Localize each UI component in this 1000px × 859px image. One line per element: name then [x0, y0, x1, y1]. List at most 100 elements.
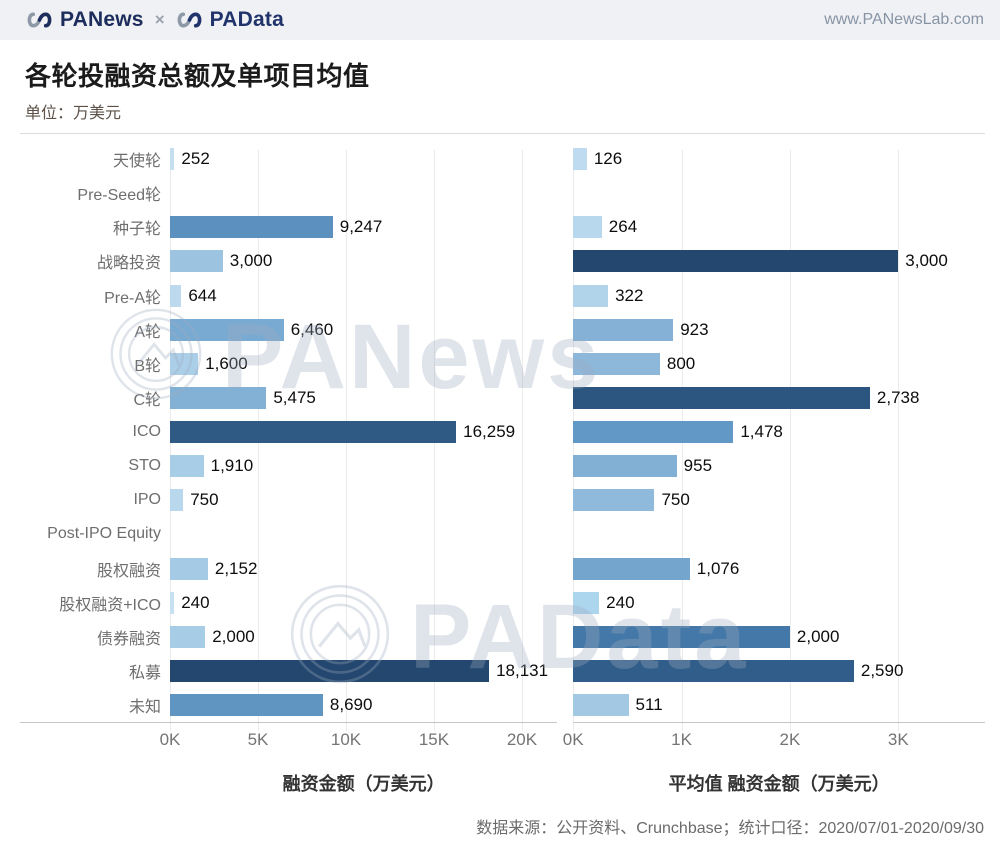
bar	[573, 216, 602, 239]
tick-label: 3K	[887, 730, 909, 749]
chart-row: 种子轮 9,247	[20, 210, 557, 244]
plot-cell: 1,910	[170, 449, 557, 483]
bar	[573, 421, 734, 444]
bar	[573, 591, 600, 614]
value-label: 923	[680, 319, 709, 339]
plot-cell: 126	[573, 142, 985, 176]
x-axis-ticks: 0K 1K 2K 3K	[563, 730, 985, 754]
gridline	[898, 150, 900, 731]
chart-row: 511	[573, 688, 985, 722]
bar	[170, 386, 267, 409]
charts-region: PANews PAData 天使轮 252 Pre-Seed轮 种子轮 9,247 战略投…	[20, 133, 985, 796]
value-label: 264	[608, 217, 638, 237]
bar-rows: 天使轮 252 Pre-Seed轮 种子轮 9,247 战略投资 3,000 Pre-A轮 64…	[20, 142, 558, 723]
category-label: Pre-Seed轮	[77, 187, 161, 205]
bar	[170, 455, 204, 478]
plot-cell: 955	[573, 449, 985, 483]
category-label: 战略投资	[96, 255, 161, 273]
plot-cell: 240	[573, 586, 985, 620]
panews-logo-icon	[26, 11, 53, 29]
value-label: 3,000	[905, 251, 948, 271]
value-label: 16,259	[463, 422, 516, 442]
plot-cell: 1,600	[170, 347, 557, 381]
panews-brand-text: PANews	[60, 8, 144, 31]
plot-cell: 16,259	[170, 415, 557, 449]
plot-cell: 800	[573, 347, 985, 381]
total-funding-chart: 天使轮 252 Pre-Seed轮 种子轮 9,247 战略投资 3,000 Pre-A轮 64…	[20, 142, 558, 796]
bar	[573, 318, 674, 341]
chart-row	[573, 176, 985, 210]
chart-row: 债券融资 2,000	[20, 620, 557, 654]
plot-cell: 644	[170, 279, 557, 313]
plot-cell	[170, 176, 557, 210]
chart-row: Pre-Seed轮	[20, 176, 557, 210]
chart-row: STO 1,910	[20, 449, 557, 483]
value-label: 800	[666, 353, 696, 373]
plot-cell: 2,000	[170, 620, 557, 654]
value-label: 322	[615, 285, 644, 305]
chart-row: C轮 5,475	[20, 381, 557, 415]
value-label: 1,076	[696, 558, 740, 578]
tick-label: 5K	[247, 730, 269, 749]
footer-source: 数据来源：公开资料、Crunchbase；统计口径：2020/07/01-202…	[476, 820, 984, 837]
chart-row: 2,738	[573, 381, 985, 415]
padata-brand-text: PAData	[209, 8, 284, 31]
category-label: 种子轮	[112, 221, 161, 239]
brand-separator: ×	[154, 10, 165, 29]
chart-row: 1,076	[573, 552, 985, 586]
bar	[170, 318, 284, 341]
value-label: 240	[181, 592, 210, 612]
chart-row: 955	[573, 449, 985, 483]
chart-row: 2,000	[573, 620, 985, 654]
chart-row: Post-IPO Equity	[20, 517, 557, 551]
bar	[573, 557, 690, 580]
category-label: 私募	[128, 664, 161, 682]
plot-cell: 6,460	[170, 313, 557, 347]
plot-cell: 2,590	[573, 654, 985, 688]
bar	[573, 250, 899, 273]
value-label: 750	[190, 490, 219, 510]
value-label: 2,738	[876, 387, 920, 407]
value-label: 3,000	[229, 251, 273, 271]
bar	[170, 352, 199, 375]
chart-row: 923	[573, 313, 985, 347]
chart-panels: 天使轮 252 Pre-Seed轮 种子轮 9,247 战略投资 3,000 Pre-A轮 64…	[20, 142, 985, 796]
bar	[573, 284, 609, 307]
bar	[170, 148, 175, 171]
value-label: 1,478	[740, 422, 783, 442]
bar	[170, 557, 208, 580]
plot-cell: 2,000	[573, 620, 985, 654]
plot-cell: 322	[573, 279, 985, 313]
bar	[170, 659, 490, 682]
value-label: 8,690	[329, 695, 373, 715]
bar	[170, 250, 223, 273]
tick-label: 20K	[506, 730, 538, 749]
gridline	[521, 150, 523, 731]
x-axis-title: 平均值 融资金额（万美元）	[668, 774, 890, 794]
bar	[573, 148, 587, 171]
value-label: 2,000	[212, 626, 255, 646]
chart-row: Pre-A轮 644	[20, 279, 557, 313]
brand-area: PANews × PAData	[26, 8, 284, 32]
value-label: 252	[181, 149, 210, 169]
plot-cell: 750	[170, 483, 557, 517]
bar-rows: 126 264 3,000 322 923 800 2,738 1,478 955 750 1,07…	[573, 142, 985, 723]
category-label: ICO	[132, 423, 161, 441]
value-label: 5,475	[273, 387, 316, 407]
chart-row: IPO 750	[20, 483, 557, 517]
chart-row: 750	[573, 483, 985, 517]
category-label: C轮	[133, 391, 161, 409]
category-label: 债券融资	[96, 630, 161, 648]
tick-label: 0K	[159, 730, 181, 749]
chart-row: 264	[573, 210, 985, 244]
category-label: Pre-A轮	[104, 289, 161, 307]
bar	[573, 455, 677, 478]
chart-row: 股权融资+ICO 240	[20, 586, 557, 620]
bar	[170, 489, 184, 512]
plot-cell	[573, 517, 985, 551]
plot-cell: 252	[170, 142, 557, 176]
plot-cell: 3,000	[573, 244, 985, 278]
chart-row: 240	[573, 586, 985, 620]
value-label: 18,131	[496, 660, 549, 680]
value-label: 644	[188, 285, 217, 305]
